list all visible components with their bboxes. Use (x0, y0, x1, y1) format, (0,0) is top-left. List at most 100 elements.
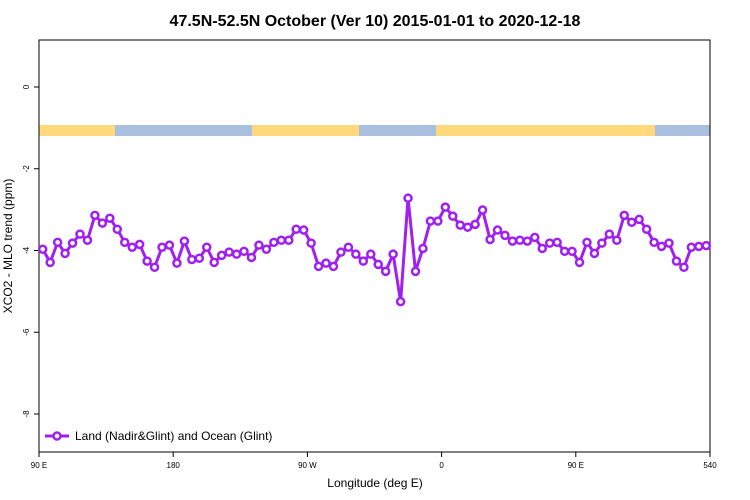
ocean-segment (115, 125, 252, 136)
data-point (358, 256, 369, 266)
data-point (589, 248, 600, 259)
data-point (485, 234, 495, 245)
x-axis-label: Longitude (deg E) (327, 476, 422, 490)
data-point (612, 235, 622, 246)
data-point (172, 258, 182, 268)
y-tick-label: -2 (22, 165, 31, 173)
x-tick-label: 90 E (568, 461, 584, 470)
data-point (597, 238, 607, 248)
data-point (75, 229, 85, 239)
data-point (321, 258, 331, 268)
data-point (619, 210, 630, 221)
data-point (231, 249, 242, 259)
data-point (284, 235, 294, 246)
data-point (134, 239, 145, 250)
data-point (559, 246, 570, 257)
data-point (537, 243, 547, 254)
data-point (105, 213, 115, 223)
data-point (67, 238, 78, 248)
data-point (45, 257, 55, 268)
data-point (328, 261, 339, 272)
data-point (567, 246, 577, 257)
data-point (97, 218, 108, 228)
data-point (664, 238, 674, 248)
data-point (37, 244, 48, 255)
land-ocean-strip (39, 125, 710, 136)
series-line (41, 198, 707, 302)
x-tick-label: 540 (703, 461, 717, 470)
data-point (544, 238, 555, 248)
data-point (574, 257, 585, 268)
data-point (261, 244, 272, 255)
ocean-segment (655, 125, 710, 136)
data-point (656, 241, 667, 252)
data-point (455, 220, 465, 230)
y-tick-label: -4 (22, 246, 31, 254)
x-tick-label: 0 (439, 461, 444, 470)
data-point (164, 240, 175, 250)
y-axis-label: XCO2 - MLO trend (ppm) (1, 179, 15, 314)
data-point (246, 252, 257, 263)
chart-title: 47.5N-52.5N October (Ver 10) 2015-01-01 … (170, 13, 581, 30)
land-segment (39, 125, 115, 136)
data-point (403, 193, 413, 203)
data-point (604, 229, 615, 239)
land-segment (436, 125, 655, 136)
data-point (626, 217, 637, 228)
x-tick-label: 180 (167, 461, 181, 470)
data-point (254, 240, 264, 250)
data-point (187, 254, 197, 265)
data-point (641, 224, 652, 234)
data-point (649, 237, 659, 248)
data-point (530, 232, 540, 243)
data-point (701, 240, 712, 251)
data-point (477, 205, 488, 215)
data-point (388, 249, 398, 259)
data-point (552, 237, 562, 248)
x-tick-label: 90 W (298, 461, 317, 470)
data-point (522, 236, 533, 246)
data-point (500, 230, 510, 241)
y-tick-label: 0 (22, 84, 31, 89)
data-point (448, 211, 458, 221)
data-point (313, 261, 324, 272)
legend-label: Land (Nadir&Glint) and Ocean (Glint) (75, 429, 272, 443)
data-point (410, 266, 421, 277)
data-point (515, 235, 525, 246)
data-point (366, 249, 376, 259)
data-point (90, 210, 100, 221)
data-point (306, 238, 316, 248)
data-point (343, 242, 354, 252)
data-point (582, 237, 592, 248)
data-point (82, 235, 93, 246)
data-point (679, 262, 689, 273)
data-point (492, 225, 503, 235)
data-point (462, 222, 473, 232)
data-point (507, 236, 518, 246)
data-point (269, 237, 279, 248)
data-point (119, 237, 130, 248)
data-point (112, 224, 123, 234)
data-point (209, 257, 219, 268)
y-tick-label: -8 (22, 410, 31, 418)
data-point (224, 247, 234, 257)
data-point (440, 202, 451, 212)
data-point (418, 243, 428, 254)
data-point (60, 248, 70, 259)
data-point (686, 242, 697, 252)
y-tick-label: -6 (22, 328, 31, 336)
data-point (470, 219, 480, 230)
land-segment (252, 125, 359, 136)
data-point (127, 242, 137, 252)
x-tick-label: 90 E (31, 461, 47, 470)
data-point (373, 259, 383, 270)
data-point (142, 256, 152, 266)
data-point (239, 246, 249, 257)
legend-marker (52, 431, 62, 441)
data-point (194, 253, 205, 264)
data-point (291, 224, 301, 234)
data-point (202, 242, 212, 252)
data-point (425, 216, 436, 226)
data-point (395, 296, 406, 307)
